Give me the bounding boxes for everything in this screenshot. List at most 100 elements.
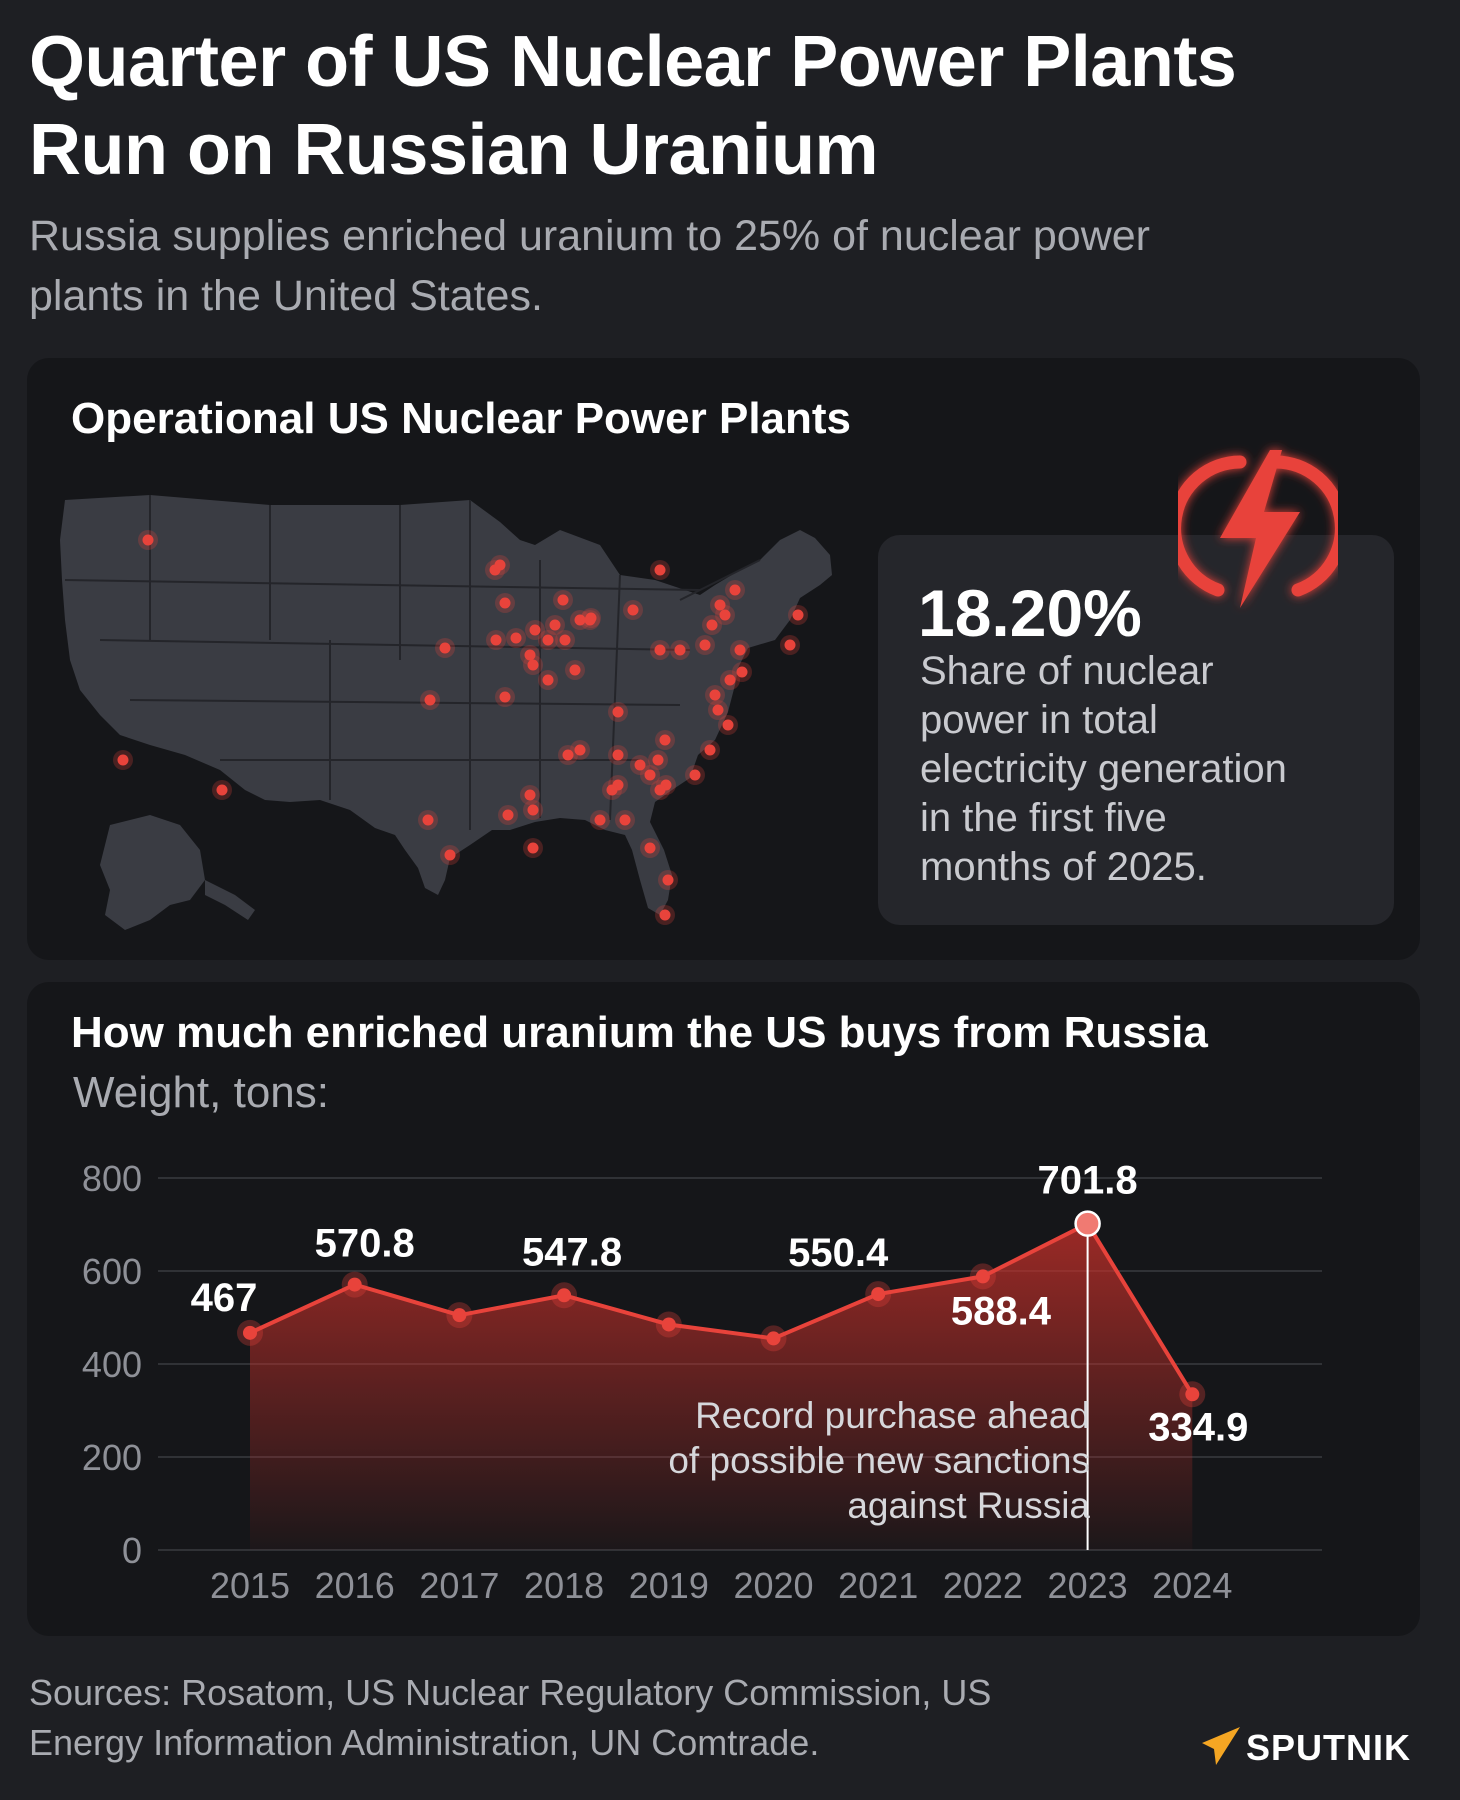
plant-markers <box>113 530 808 925</box>
annotation-line-2: of possible new sanctions <box>668 1440 1090 1481</box>
data-point <box>243 1325 257 1340</box>
plant-marker <box>502 809 514 821</box>
value-label: 550.4 <box>788 1231 889 1275</box>
plant-marker <box>557 594 569 606</box>
stat-value: 18.20% <box>918 576 1142 650</box>
data-point-highlight <box>1074 1210 1101 1237</box>
lightning-bolt-icon <box>1178 450 1338 608</box>
plant-marker <box>689 769 701 781</box>
plant-marker <box>724 674 736 686</box>
series-line <box>249 1221 1195 1396</box>
plant-marker <box>527 842 539 854</box>
plant-marker <box>792 609 804 621</box>
plant-marker <box>569 664 581 676</box>
annotation-line-1: Record purchase ahead <box>695 1395 1090 1436</box>
chart-title: How much enriched uranium the US buys fr… <box>71 1008 1208 1057</box>
plant-marker <box>674 644 686 656</box>
plant-marker <box>574 614 586 626</box>
plant-marker <box>612 706 624 718</box>
chart-unit-label: Weight, tons: <box>73 1068 329 1117</box>
plant-marker <box>662 874 674 886</box>
plant-marker <box>524 649 536 661</box>
plant-marker <box>142 534 154 546</box>
title-line-2: Run on Russian Uranium <box>29 110 879 190</box>
page-subtitle: Russia supplies enriched uranium to 25% … <box>29 206 1409 326</box>
stat-desc-line-5: months of 2025. <box>920 845 1207 889</box>
data-points <box>237 1210 1206 1408</box>
plant-marker <box>729 584 741 596</box>
y-tick-label: 0 <box>122 1530 142 1571</box>
data-point <box>557 1288 572 1303</box>
map-card-title: Operational US Nuclear Power Plants <box>71 394 852 443</box>
stat-desc-line-3: electricity generation <box>920 747 1287 791</box>
plant-marker <box>699 639 711 651</box>
plant-marker <box>424 694 436 706</box>
us-mainland <box>60 495 832 930</box>
plant-marker <box>499 597 511 609</box>
plant-marker <box>439 642 451 654</box>
plant-marker <box>494 559 506 571</box>
sources-text: Sources: Rosatom, US Nuclear Regulatory … <box>29 1668 1149 1768</box>
plant-marker <box>574 744 586 756</box>
plant-marker <box>619 814 631 826</box>
plant-marker <box>117 754 129 766</box>
plant-marker <box>594 814 606 826</box>
sputnik-logo-text: SPUTNIK <box>1246 1727 1412 1768</box>
y-axis-ticks: 0 200 400 600 800 <box>82 1158 142 1571</box>
x-tick-label: 2016 <box>315 1565 395 1606</box>
y-tick-label: 800 <box>82 1158 142 1199</box>
data-point <box>871 1287 886 1302</box>
plant-marker <box>644 842 656 854</box>
plant-marker <box>659 909 671 921</box>
value-label: 334.9 <box>1148 1405 1248 1449</box>
value-label: 547.8 <box>522 1230 622 1274</box>
plant-marker <box>562 749 574 761</box>
plant-marker <box>527 659 539 671</box>
data-point <box>347 1277 362 1292</box>
sputnik-logo: SPUTNIK <box>1198 1723 1428 1773</box>
plant-marker <box>654 644 666 656</box>
value-label: 588.4 <box>951 1289 1052 1333</box>
plant-marker <box>549 619 561 631</box>
y-tick-label: 600 <box>82 1251 142 1292</box>
y-tick-label: 200 <box>82 1437 142 1478</box>
title-line-1: Quarter of US Nuclear Power Plants <box>29 22 1237 102</box>
data-labels: 467 570.8 547.8 550.4 588.4 701.8 334.9 <box>191 1159 1249 1450</box>
plant-marker <box>706 619 718 631</box>
annotation-line-3: against Russia <box>847 1485 1090 1526</box>
plant-marker <box>734 644 746 656</box>
data-point <box>766 1331 781 1346</box>
plant-marker <box>529 624 541 636</box>
plant-marker <box>652 754 664 766</box>
stat-box: 18.20% Share of nuclear power in total e… <box>878 535 1394 925</box>
plant-marker <box>216 784 228 796</box>
plant-marker <box>784 639 796 651</box>
plant-marker <box>709 689 721 701</box>
stat-description: Share of nuclear power in total electric… <box>920 647 1360 892</box>
plant-marker <box>612 749 624 761</box>
x-tick-label: 2020 <box>733 1565 813 1606</box>
x-tick-label: 2022 <box>943 1565 1023 1606</box>
page-title: Quarter of US Nuclear Power Plants Run o… <box>29 18 1429 194</box>
plant-marker <box>524 789 536 801</box>
us-map <box>60 495 832 930</box>
data-point <box>452 1308 467 1323</box>
value-label: 570.8 <box>315 1222 415 1266</box>
alaska-panhandle <box>205 880 255 920</box>
area-fill <box>250 1223 1193 1550</box>
plant-marker <box>627 604 639 616</box>
x-tick-label: 2018 <box>524 1565 604 1606</box>
x-tick-label: 2015 <box>210 1565 290 1606</box>
plant-marker <box>542 674 554 686</box>
plant-marker <box>490 634 502 646</box>
plant-marker <box>654 564 666 576</box>
sources-line-1: Sources: Rosatom, US Nuclear Regulatory … <box>29 1672 992 1713</box>
state-borders <box>64 495 761 830</box>
stat-desc-line-4: in the first five <box>920 796 1167 840</box>
subtitle-line-2: plants in the United States. <box>29 272 543 320</box>
plant-marker <box>712 704 724 716</box>
plant-marker <box>719 609 731 621</box>
value-label: 467 <box>191 1276 258 1320</box>
data-point <box>661 1317 676 1332</box>
